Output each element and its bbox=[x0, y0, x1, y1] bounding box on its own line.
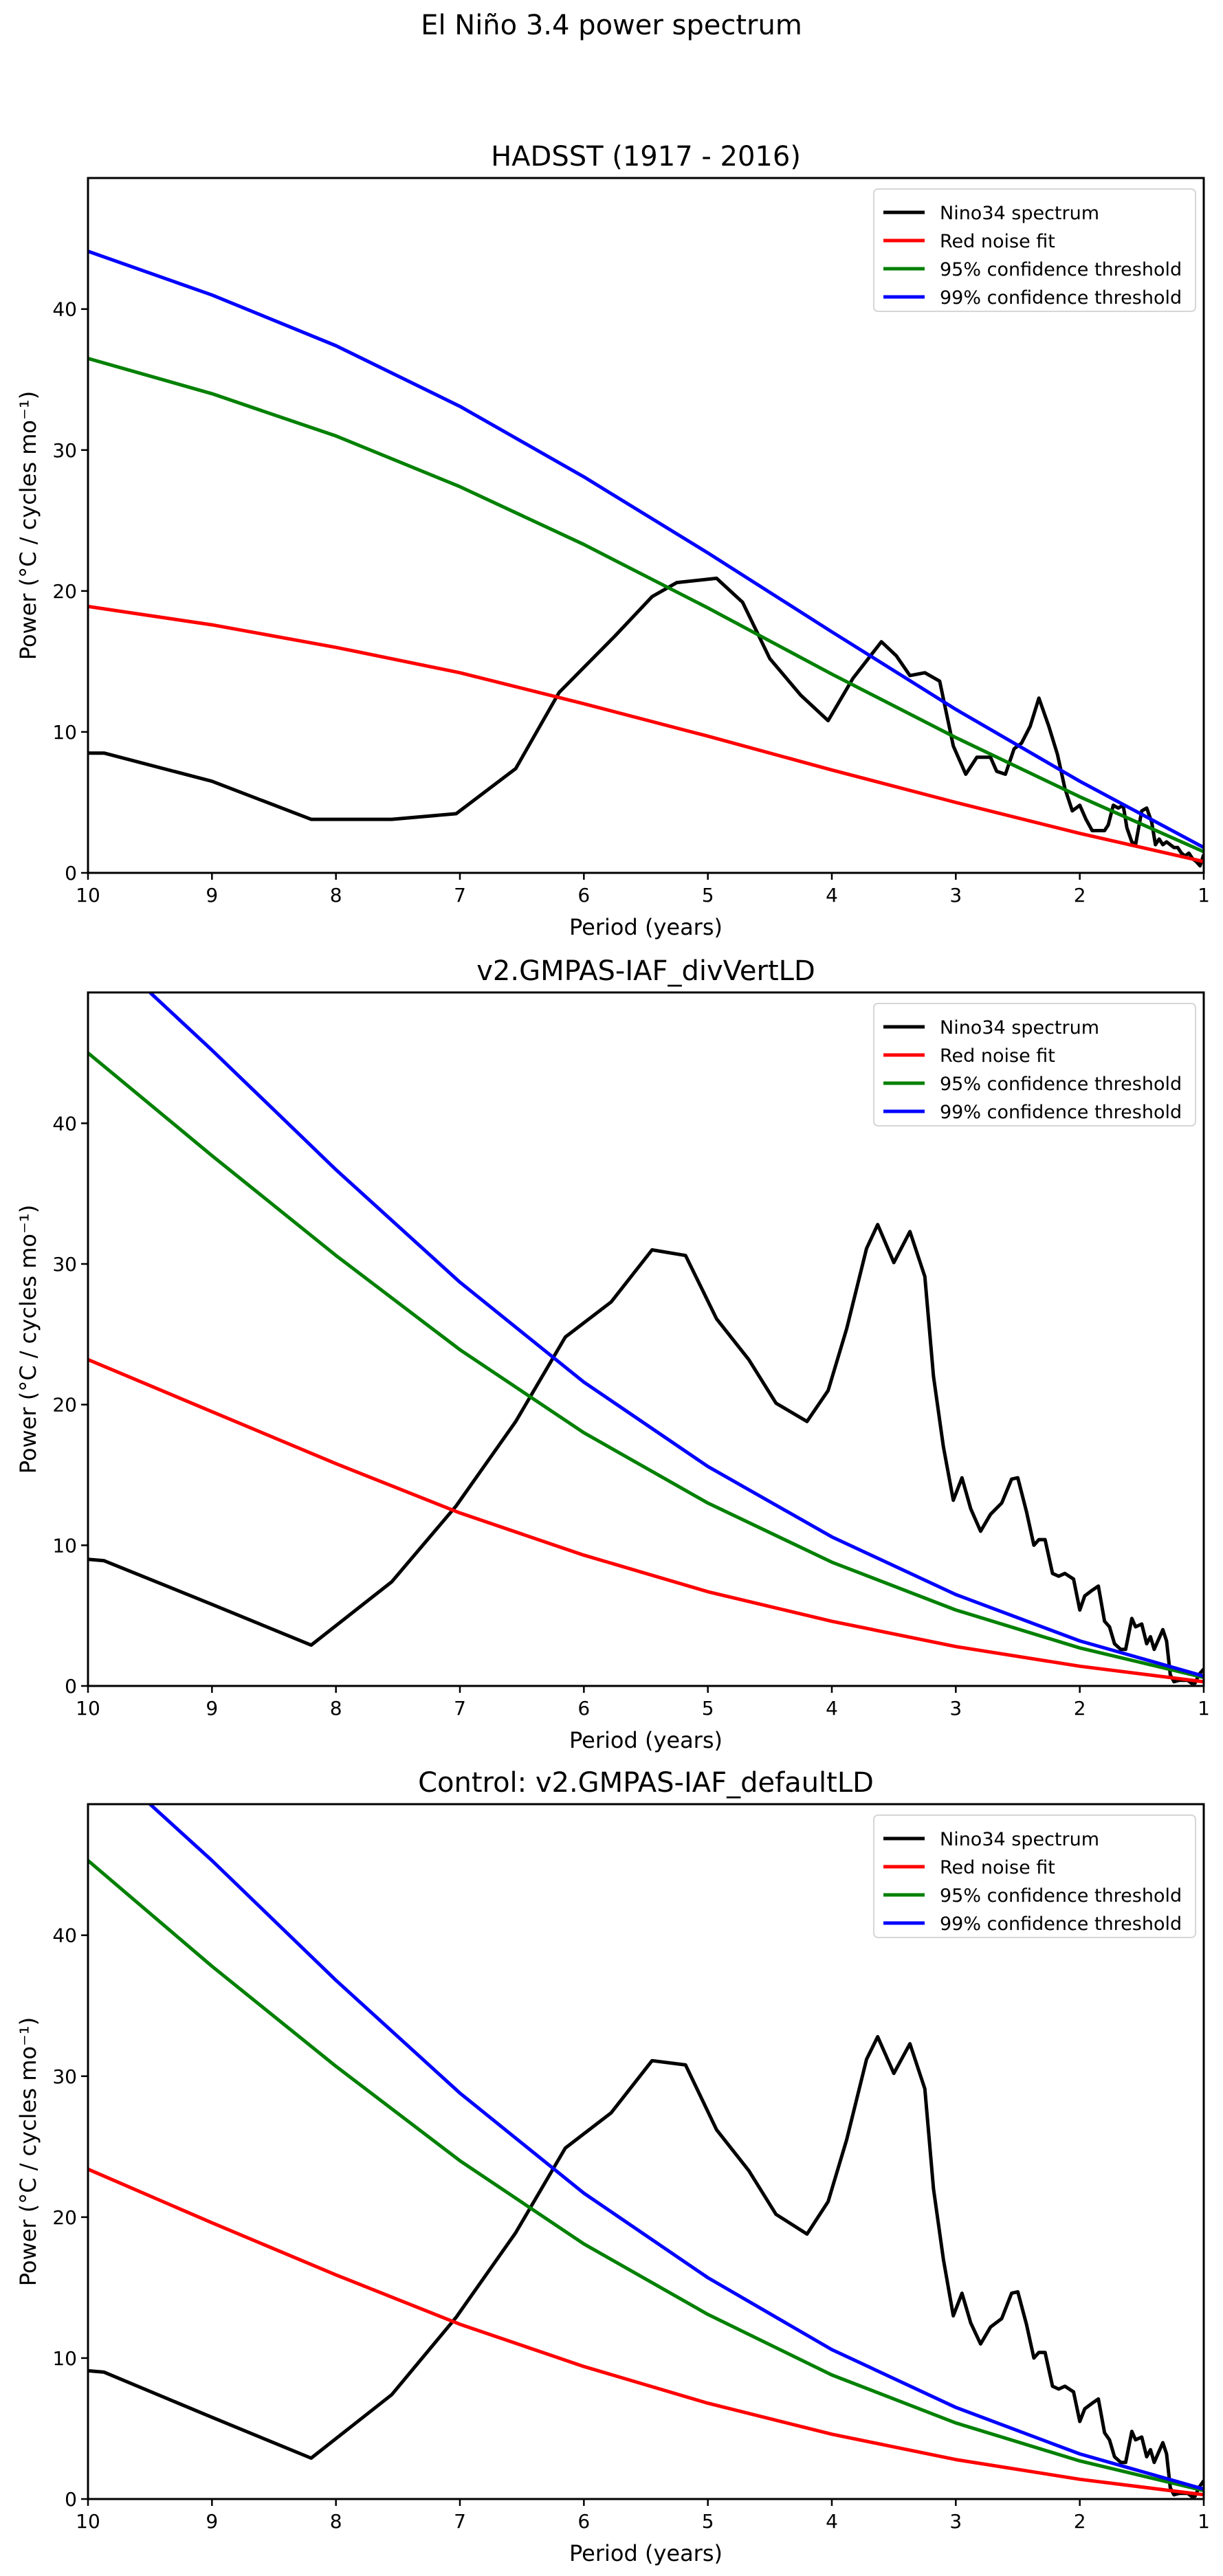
y-tick-label: 0 bbox=[65, 1675, 77, 1698]
x-tick-label: 10 bbox=[76, 2510, 100, 2533]
series-line-nino34-spectrum bbox=[88, 576, 1204, 868]
panel-title: Control: v2.GMPAS-IAF_defaultLD bbox=[418, 1767, 874, 1799]
series-line-95-confidence-threshold bbox=[88, 1052, 1204, 1680]
legend-entry-label: Nino34 spectrum bbox=[940, 1017, 1099, 1039]
x-tick-label: 9 bbox=[206, 884, 218, 907]
series-line-red-noise-fit bbox=[88, 1357, 1204, 1684]
series-line-red-noise-fit bbox=[88, 2167, 1204, 2497]
y-tick-label: 20 bbox=[52, 1394, 77, 1417]
y-tick-label: 20 bbox=[52, 580, 77, 603]
x-tick-label: 7 bbox=[454, 2510, 466, 2533]
x-tick-label: 1 bbox=[1198, 884, 1210, 907]
y-tick-label: 10 bbox=[52, 2347, 77, 2370]
x-tick-label: 8 bbox=[330, 2510, 342, 2533]
legend: Nino34 spectrum Red noise fit 95% confiden… bbox=[873, 188, 1196, 312]
series-line-99-confidence-threshold bbox=[88, 249, 1204, 850]
y-tick-label: 40 bbox=[52, 1112, 77, 1135]
legend-entry-label: 99% confidence threshold bbox=[940, 1102, 1182, 1123]
x-axis-label: Period (years) bbox=[569, 2540, 723, 2566]
y-tick-label: 30 bbox=[52, 1253, 77, 1276]
panel-title: HADSST (1917 - 2016) bbox=[491, 141, 801, 173]
legend-entry-label: 95% confidence threshold bbox=[940, 1074, 1182, 1095]
x-tick-label: 4 bbox=[826, 2510, 838, 2533]
x-tick-label: 2 bbox=[1074, 884, 1086, 907]
x-tick-label: 10 bbox=[76, 884, 100, 907]
legend-box bbox=[873, 1814, 1196, 1938]
y-tick-label: 40 bbox=[52, 298, 77, 321]
legend: Nino34 spectrum Red noise fit 95% confiden… bbox=[873, 1003, 1196, 1126]
series-line-95-confidence-threshold bbox=[88, 357, 1204, 854]
x-tick-label: 9 bbox=[206, 1697, 218, 1720]
y-tick-label: 0 bbox=[65, 2488, 77, 2511]
legend-entry-label: Red noise fit bbox=[940, 231, 1055, 252]
x-tick-label: 7 bbox=[454, 884, 466, 907]
x-tick-label: 5 bbox=[702, 884, 714, 907]
y-axis-label: Power (°C / cycles mo⁻¹) bbox=[15, 2017, 41, 2286]
x-tick-label: 8 bbox=[330, 884, 342, 907]
y-tick-label: 10 bbox=[52, 1534, 77, 1557]
x-tick-label: 1 bbox=[1198, 2510, 1210, 2533]
x-tick-label: 2 bbox=[1074, 2510, 1086, 2533]
x-tick-label: 9 bbox=[206, 2510, 218, 2533]
x-tick-label: 3 bbox=[949, 2510, 962, 2533]
legend-entry-label: Red noise fit bbox=[940, 1857, 1055, 1878]
legend-box bbox=[873, 1003, 1196, 1126]
y-tick-label: 20 bbox=[52, 2206, 77, 2229]
x-tick-label: 5 bbox=[702, 1697, 714, 1720]
axes-frame bbox=[87, 1803, 1205, 2500]
x-tick-label: 2 bbox=[1074, 1697, 1086, 1720]
y-tick-label: 0 bbox=[65, 862, 77, 885]
x-tick-label: 6 bbox=[577, 1697, 590, 1720]
x-tick-label: 4 bbox=[826, 884, 838, 907]
panel-title: v2.GMPAS-IAF_divVertLD bbox=[476, 955, 815, 987]
x-tick-label: 3 bbox=[949, 1697, 962, 1720]
y-tick-label: 10 bbox=[52, 721, 77, 744]
x-tick-label: 8 bbox=[330, 1697, 342, 1720]
x-tick-label: 10 bbox=[76, 1697, 100, 1720]
series-line-95-confidence-threshold bbox=[88, 1859, 1204, 2493]
x-tick-label: 6 bbox=[577, 884, 590, 907]
series-group bbox=[88, 1804, 1204, 2498]
y-tick-label: 30 bbox=[52, 2065, 77, 2088]
series-group bbox=[88, 992, 1204, 1685]
x-tick-label: 6 bbox=[577, 2510, 590, 2533]
legend-entry-label: 95% confidence threshold bbox=[940, 259, 1182, 280]
legend-entry-label: Red noise fit bbox=[940, 1045, 1055, 1067]
series-group bbox=[88, 249, 1204, 868]
series-line-99-confidence-threshold bbox=[148, 992, 1204, 1678]
legend-entry-label: 99% confidence threshold bbox=[940, 1913, 1182, 1935]
x-axis-label: Period (years) bbox=[569, 1727, 723, 1753]
y-tick-label: 40 bbox=[52, 1924, 77, 1947]
figure-title: El Niño 3.4 power spectrum bbox=[421, 10, 802, 41]
chart-panel-1: HADSST (1917 - 2016)10 9 8 7 6 5 4 3 2 1010203040… bbox=[15, 141, 1210, 940]
series-line-99-confidence-threshold bbox=[148, 1804, 1204, 2491]
legend-entry-label: 95% confidence threshold bbox=[940, 1885, 1182, 1907]
axes-frame bbox=[87, 177, 1205, 874]
x-tick-label: 1 bbox=[1198, 1697, 1210, 1720]
series-line-nino34-spectrum bbox=[88, 2034, 1204, 2498]
y-tick-label: 30 bbox=[52, 439, 77, 462]
series-line-red-noise-fit bbox=[88, 604, 1204, 864]
axes-frame bbox=[87, 991, 1205, 1687]
x-axis-label: Period (years) bbox=[569, 914, 723, 940]
y-axis-label: Power (°C / cycles mo⁻¹) bbox=[15, 391, 41, 660]
x-tick-label: 7 bbox=[454, 1697, 466, 1720]
y-axis-label: Power (°C / cycles mo⁻¹) bbox=[15, 1205, 41, 1474]
legend-entry-label: Nino34 spectrum bbox=[940, 203, 1099, 224]
legend-entry-label: 99% confidence threshold bbox=[940, 287, 1182, 309]
legend: Nino34 spectrum Red noise fit 95% confiden… bbox=[873, 1814, 1196, 1938]
series-line-nino34-spectrum bbox=[88, 1223, 1204, 1685]
x-tick-label: 3 bbox=[949, 884, 962, 907]
x-tick-label: 5 bbox=[702, 2510, 714, 2533]
legend-entry-label: Nino34 spectrum bbox=[940, 1829, 1099, 1850]
legend-box bbox=[873, 188, 1196, 312]
x-tick-label: 4 bbox=[826, 1697, 838, 1720]
